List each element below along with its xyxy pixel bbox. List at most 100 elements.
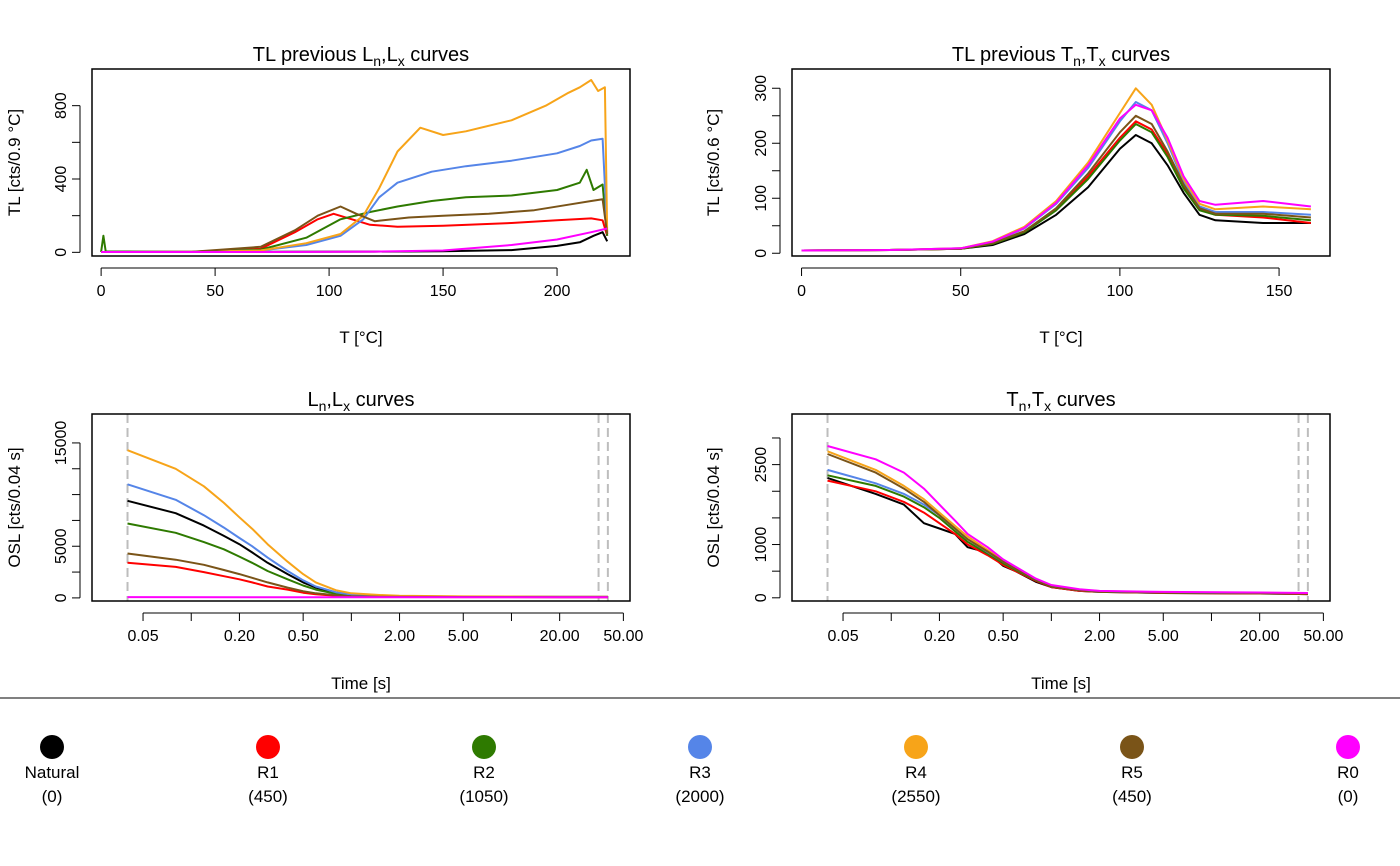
y-tick-label: 5000 — [53, 528, 70, 564]
chart-title: Tn,Tx curves — [1006, 389, 1115, 414]
y-axis-label: TL [cts/0.9 °C] — [5, 109, 24, 216]
legend-marker — [1120, 735, 1144, 759]
y-tick-label: 100 — [753, 185, 770, 212]
series-line-r0 — [827, 445, 1308, 594]
series-line-natural — [801, 134, 1311, 252]
legend-name: R5 — [1121, 763, 1143, 782]
y-tick-label: 0 — [53, 248, 70, 257]
legend-marker — [904, 735, 928, 759]
legend-item-r1: R1 (450) — [248, 735, 288, 806]
series-line-r3 — [801, 101, 1311, 252]
legend-item-natural: Natural (0) — [25, 735, 79, 806]
x-tick-label: 150 — [1266, 283, 1293, 300]
legend-item-r2: R2 (1050) — [459, 735, 509, 806]
series-line-r1 — [801, 120, 1312, 252]
series-group — [827, 445, 1308, 596]
x-tick-label: 5.00 — [1148, 628, 1179, 645]
series-group — [100, 79, 609, 253]
legend-dose: (1050) — [459, 787, 508, 806]
series-group — [127, 449, 608, 599]
legend-name: R2 — [473, 763, 495, 782]
x-tick-label: 150 — [430, 283, 457, 300]
legend-item-r0: R0(0) — [1336, 735, 1360, 806]
x-tick-label: 2.00 — [1084, 628, 1115, 645]
y-tick-label: 15000 — [53, 421, 70, 466]
y-tick-label: 400 — [53, 166, 70, 193]
legend-item-r3: R3 (2000) — [675, 735, 725, 806]
x-axis-label: Time [s] — [331, 674, 391, 693]
series-line-r3 — [101, 137, 609, 253]
x-tick-label: 200 — [544, 283, 571, 300]
series-line-r5 — [127, 552, 608, 599]
chart-panel-4: 0.05 0.20 0.50 2.00 5.00 20.00 50.00 0 1000 2500 T… — [704, 389, 1343, 693]
x-tick-label: 0.05 — [127, 628, 158, 645]
y-tick-label: 0 — [53, 593, 70, 602]
x-tick-label: 50 — [206, 283, 224, 300]
legend-dose: (450) — [1112, 787, 1152, 806]
chart-panel-3: 0.05 0.20 0.50 2.00 5.00 20.00 50.00 0 5000 15000… — [5, 389, 643, 693]
series-line-r1 — [827, 479, 1308, 596]
series-line-r4 — [101, 79, 609, 253]
y-tick-label: 800 — [53, 92, 70, 119]
plot-frame — [91, 68, 631, 257]
plot-frame — [791, 68, 1331, 257]
chart-title: TL previous Ln,Lx curves — [253, 44, 469, 69]
series-line-r5 — [801, 114, 1311, 252]
x-tick-label: 20.00 — [1240, 628, 1280, 645]
legend-dose: (450) — [248, 787, 288, 806]
x-tick-label: 0 — [97, 283, 106, 300]
series-line-r2 — [127, 522, 608, 598]
y-tick-label: 2500 — [753, 447, 770, 483]
chart-panels: 0 50 100 150 200 0 400 800 T [°C] TL [cts/0.9 °C]… — [5, 44, 1343, 693]
x-tick-label: 0.50 — [988, 628, 1019, 645]
series-line-r1 — [127, 561, 608, 599]
chart-panel-1: 0 50 100 150 200 0 400 800 T [°C] TL [cts/0.9 °C]… — [5, 44, 631, 347]
x-axis-label: Time [s] — [1031, 674, 1091, 693]
y-tick-label: 200 — [753, 130, 770, 157]
x-tick-label: 5.00 — [448, 628, 479, 645]
series-line-r4 — [801, 87, 1311, 252]
legend-name: R1 — [257, 763, 279, 782]
series-line-r1 — [101, 212, 609, 253]
plot-frame — [791, 413, 1331, 602]
y-tick-label: 0 — [753, 249, 770, 258]
y-axis-label: OSL [cts/0.04 s] — [5, 447, 24, 567]
x-tick-label: 0 — [797, 283, 806, 300]
legend: Natural (0) R1 (450) R2 (1050) R3 (2000) R4 (2550… — [25, 735, 1360, 806]
x-tick-label: 50 — [952, 283, 970, 300]
legend-dose: (2000) — [675, 787, 724, 806]
legend-marker — [256, 735, 280, 759]
legend-name: R0 — [1337, 763, 1359, 782]
series-line-r3 — [827, 468, 1308, 595]
x-tick-label: 0.05 — [827, 628, 858, 645]
x-tick-label: 0.50 — [288, 628, 319, 645]
x-tick-label: 0.20 — [924, 628, 955, 645]
chart-panel-2: 0 50 100 150 0 100 200 300 T [°C] TL [cts/0.6 °C]… — [704, 44, 1331, 347]
x-tick-label: 20.00 — [540, 628, 580, 645]
series-line-r5 — [827, 453, 1308, 595]
chart-title: Ln,Lx curves — [307, 389, 414, 414]
x-tick-label: 50.00 — [603, 628, 643, 645]
x-tick-label: 100 — [316, 283, 343, 300]
plot-frame — [91, 413, 631, 602]
series-line-r0 — [101, 227, 608, 253]
y-tick-label: 0 — [753, 593, 770, 602]
legend-item-r5: R5 (450) — [1112, 735, 1152, 806]
x-tick-label: 2.00 — [384, 628, 415, 645]
y-tick-label: 300 — [753, 75, 770, 102]
y-axis-label: TL [cts/0.6 °C] — [704, 109, 723, 216]
series-line-natural — [127, 499, 608, 598]
series-line-r4 — [827, 450, 1308, 595]
legend-marker — [40, 735, 64, 759]
legend-dose: (0) — [1338, 787, 1359, 806]
x-tick-label: 0.20 — [224, 628, 255, 645]
legend-dose: (0) — [42, 787, 63, 806]
x-tick-label: 50.00 — [1303, 628, 1343, 645]
y-axis-label: OSL [cts/0.04 s] — [704, 447, 723, 567]
y-tick-label: 1000 — [753, 527, 770, 563]
series-line-r5 — [101, 198, 609, 253]
series-line-r2 — [801, 123, 1311, 252]
legend-dose: (2550) — [891, 787, 940, 806]
x-tick-label: 100 — [1107, 283, 1134, 300]
